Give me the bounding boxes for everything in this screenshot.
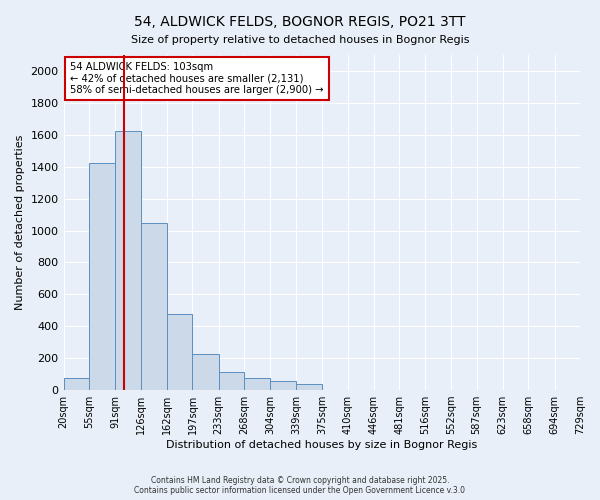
Bar — [89, 162, 115, 390]
Bar — [218, 372, 244, 390]
Bar — [296, 384, 322, 390]
Y-axis label: Number of detached properties: Number of detached properties — [15, 135, 25, 310]
Bar — [193, 354, 218, 390]
Bar — [64, 378, 89, 390]
Text: 54, ALDWICK FELDS, BOGNOR REGIS, PO21 3TT: 54, ALDWICK FELDS, BOGNOR REGIS, PO21 3T… — [134, 15, 466, 29]
X-axis label: Distribution of detached houses by size in Bognor Regis: Distribution of detached houses by size … — [166, 440, 478, 450]
Bar — [115, 131, 141, 390]
Text: 54 ALDWICK FELDS: 103sqm
← 42% of detached houses are smaller (2,131)
58% of sem: 54 ALDWICK FELDS: 103sqm ← 42% of detach… — [70, 62, 324, 95]
Text: Contains HM Land Registry data © Crown copyright and database right 2025.
Contai: Contains HM Land Registry data © Crown c… — [134, 476, 466, 495]
Text: Size of property relative to detached houses in Bognor Regis: Size of property relative to detached ho… — [131, 35, 469, 45]
Bar — [167, 314, 193, 390]
Bar — [271, 380, 296, 390]
Bar — [244, 378, 271, 390]
Bar — [141, 222, 167, 390]
